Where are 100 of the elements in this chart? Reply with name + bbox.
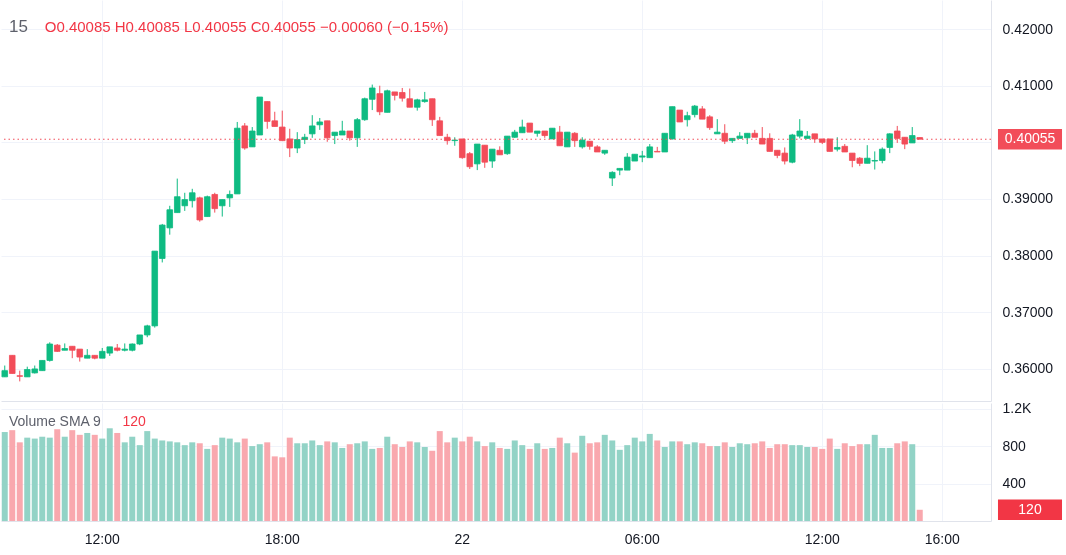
- bar: [69, 430, 76, 521]
- bar: [76, 434, 83, 521]
- bar: [534, 443, 541, 521]
- bar: [894, 443, 901, 521]
- bar: [84, 432, 91, 521]
- y-tick-label: 0.39000: [1002, 190, 1054, 207]
- bar: [421, 447, 428, 521]
- bar: [714, 446, 721, 521]
- bar: [114, 432, 121, 521]
- candlestick: [436, 116, 443, 137]
- bar: [459, 441, 466, 521]
- bar: [204, 448, 211, 521]
- bar: [376, 447, 383, 521]
- y-tick-label: 400: [1002, 475, 1027, 492]
- bar: [496, 447, 503, 521]
- bar: [834, 448, 841, 521]
- candlestick: [489, 148, 496, 169]
- bar: [826, 438, 833, 521]
- bar: [541, 448, 548, 521]
- bar: [571, 452, 578, 521]
- bar: [706, 446, 713, 521]
- candlestick: [9, 354, 16, 374]
- bar: [61, 436, 68, 521]
- bar: [256, 444, 263, 521]
- bar: [654, 440, 661, 521]
- candlestick: [429, 98, 436, 127]
- bar: [699, 443, 706, 521]
- bar: [676, 441, 683, 521]
- bar: [294, 443, 301, 521]
- x-tick-label: 22: [454, 530, 471, 547]
- bar: [249, 446, 256, 521]
- candlestick: [294, 131, 301, 154]
- bar: [429, 450, 436, 521]
- y-tick-label: 800: [1002, 437, 1027, 454]
- bar: [721, 442, 728, 521]
- x-tick-label: 18:00: [264, 530, 300, 547]
- bar: [549, 447, 556, 521]
- bar: [354, 443, 361, 521]
- bar: [1, 432, 8, 521]
- candlestick: [309, 114, 316, 139]
- candlestick: [481, 144, 488, 169]
- bar: [54, 429, 61, 521]
- bar: [856, 444, 863, 521]
- text: Volume SMA 9: [9, 413, 102, 429]
- y-tick-label: 0.42000: [1002, 20, 1054, 37]
- bar: [91, 434, 98, 521]
- bar: [916, 509, 923, 521]
- candlestick: [211, 192, 218, 214]
- text: O0.40085 H0.40085 L0.40055 C0.40055 −0.00060 (−0.15%): [44, 18, 449, 35]
- candlestick: [886, 132, 893, 154]
- y-tick-label: 1.2K: [1002, 400, 1032, 417]
- bar: [886, 447, 893, 521]
- bar: [406, 441, 413, 521]
- bar: [864, 444, 871, 521]
- bar: [219, 437, 226, 521]
- bar: [264, 442, 271, 521]
- bar: [691, 442, 698, 521]
- bar: [346, 444, 353, 521]
- bar: [466, 436, 473, 521]
- bar: [414, 442, 421, 521]
- bar: [451, 437, 458, 521]
- bar: [196, 443, 203, 521]
- bar: [286, 437, 293, 521]
- bar: [729, 447, 736, 521]
- bar: [526, 448, 533, 521]
- bar: [316, 445, 323, 521]
- x-tick-label: 16:00: [924, 530, 960, 547]
- y-tick-label: 0.36000: [1002, 360, 1054, 377]
- bar: [684, 444, 691, 521]
- bar: [99, 438, 106, 521]
- text: 15: [9, 17, 28, 36]
- candlestick: [376, 85, 383, 116]
- bar: [646, 433, 653, 521]
- bar: [901, 441, 908, 521]
- bar: [106, 428, 113, 521]
- bar: [46, 437, 53, 521]
- bar: [24, 437, 31, 521]
- bar: [504, 448, 511, 521]
- ref-line-label: 0.40055: [1004, 130, 1056, 147]
- bar: [556, 437, 563, 521]
- bar: [211, 445, 218, 521]
- bar: [474, 441, 481, 521]
- y-tick-label: 0.37000: [1002, 303, 1054, 320]
- text: 120: [1018, 500, 1042, 517]
- y-tick-label: 0.38000: [1002, 247, 1054, 264]
- bar: [909, 444, 916, 521]
- bar: [564, 443, 571, 521]
- candlestick: [474, 143, 481, 171]
- bar: [579, 435, 586, 521]
- bar: [16, 442, 23, 521]
- y-tick-label: 0.41000: [1002, 77, 1054, 94]
- bar: [781, 444, 788, 521]
- bar: [324, 441, 331, 521]
- x-tick-label: 12:00: [804, 530, 840, 547]
- annotation: 120: [122, 413, 147, 429]
- bar: [9, 430, 16, 521]
- bar: [489, 442, 496, 521]
- bar: [481, 446, 488, 521]
- bar: [241, 438, 248, 521]
- bar: [384, 436, 391, 521]
